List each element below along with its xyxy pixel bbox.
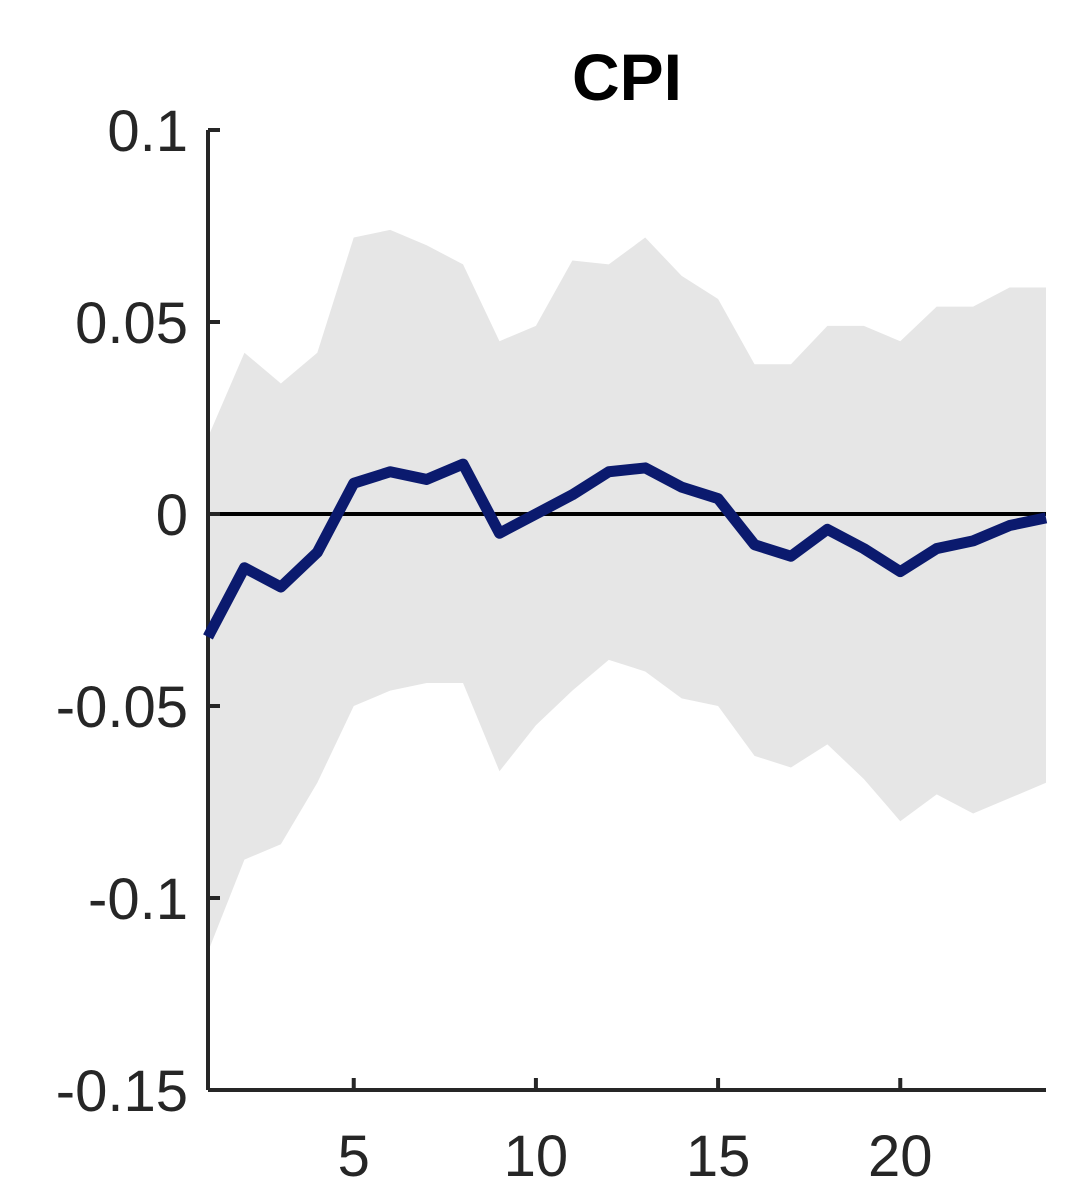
confidence-band <box>208 229 1046 952</box>
x-tick-label: 15 <box>686 1124 751 1189</box>
y-tick-label: -0.05 <box>56 675 188 740</box>
x-tick-label: 5 <box>338 1124 370 1189</box>
x-axis-ticks: 5 10 15 20 <box>338 1078 933 1189</box>
axes <box>206 130 1046 1092</box>
y-tick-label: 0 <box>156 483 188 548</box>
y-tick-label: 0.05 <box>75 291 188 356</box>
x-tick-label: 20 <box>868 1124 933 1189</box>
chart-title: CPI <box>572 40 682 114</box>
y-tick-label: 0.1 <box>107 99 188 164</box>
y-tick-label: -0.1 <box>88 867 188 932</box>
y-axis-ticks: 0.1 0.05 0 -0.05 -0.1 -0.15 <box>56 99 220 1124</box>
y-tick-label: -0.15 <box>56 1059 188 1124</box>
series-layer <box>203 458 1048 640</box>
confidence-band-layer <box>208 229 1046 952</box>
x-tick-label: 10 <box>504 1124 569 1189</box>
series-line-0 <box>203 458 1048 640</box>
